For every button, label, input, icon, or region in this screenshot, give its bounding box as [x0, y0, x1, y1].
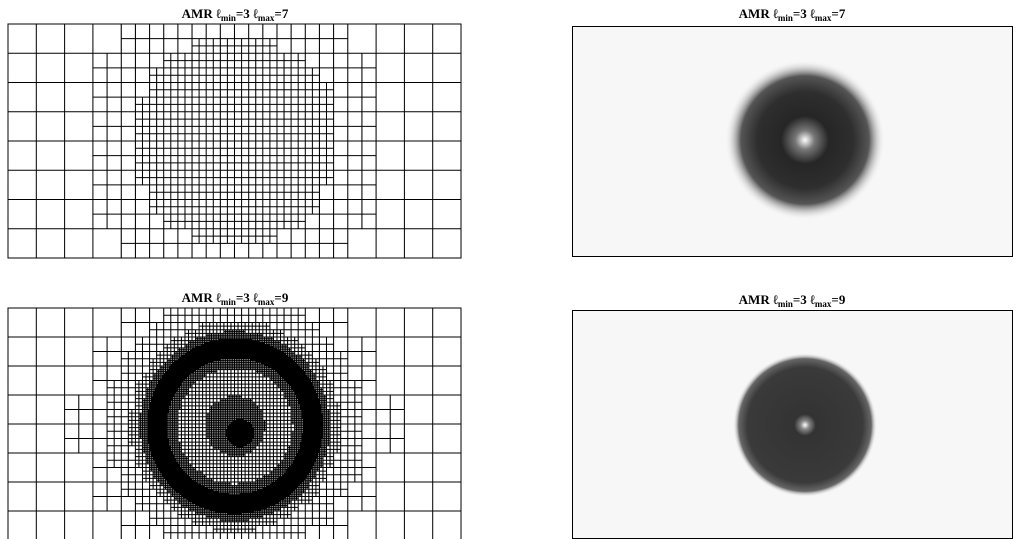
title-part: =9 [831, 292, 845, 307]
title-part: min [778, 299, 793, 309]
density-blob [733, 353, 877, 497]
panel-title: AMR ℓmin=3 ℓmax=7 [182, 6, 289, 23]
title-part: AMR ℓ [739, 6, 778, 21]
title-part: =7 [274, 6, 288, 21]
panel-title: AMR ℓmin=3 ℓmax=9 [182, 290, 289, 307]
title-part: =3 ℓ [793, 6, 815, 21]
title-part: min [221, 13, 236, 23]
title-part: =7 [831, 6, 845, 21]
title-part: min [778, 13, 793, 23]
title-part: =3 ℓ [793, 292, 815, 307]
title-part: min [221, 297, 236, 307]
title-part: max [815, 13, 832, 23]
panel-title: AMR ℓmin=3 ℓmax=9 [739, 292, 846, 309]
title-part: AMR ℓ [182, 6, 221, 21]
title-part: =9 [274, 290, 288, 305]
title-part: max [258, 297, 275, 307]
panel-title: AMR ℓmin=3 ℓmax=7 [739, 6, 846, 23]
amr-mesh [7, 23, 462, 259]
title-part: AMR ℓ [739, 292, 778, 307]
title-part: max [258, 13, 275, 23]
title-part: =3 ℓ [236, 290, 258, 305]
amr-mesh [7, 307, 462, 539]
title-part: max [815, 299, 832, 309]
title-part: =3 ℓ [236, 6, 258, 21]
density-blob [725, 60, 885, 220]
title-part: AMR ℓ [182, 290, 221, 305]
